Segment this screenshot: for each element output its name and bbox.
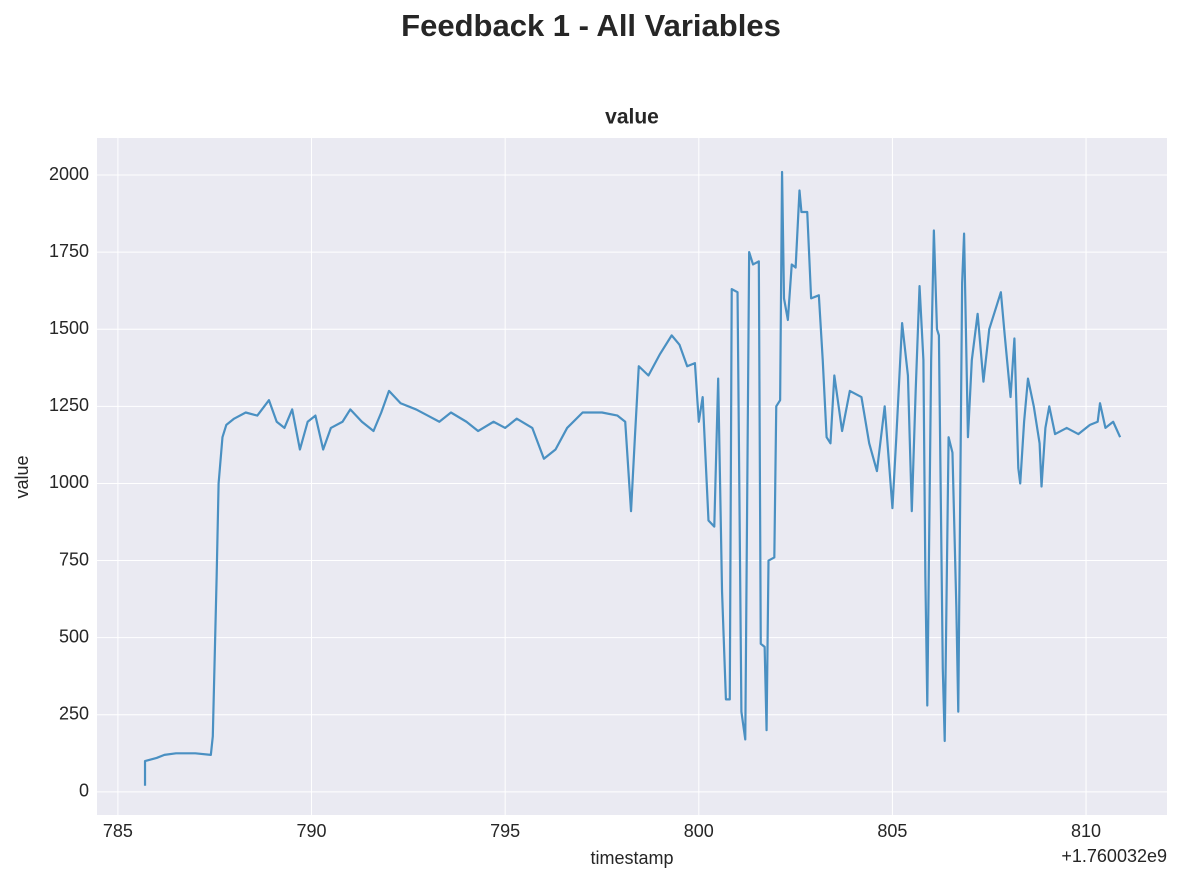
x-tick-label: 810 xyxy=(1071,821,1101,841)
y-tick-label: 2000 xyxy=(49,164,89,184)
subplot-title: value xyxy=(605,106,659,129)
x-axis-label: timestamp xyxy=(590,848,673,868)
x-tick-label: 795 xyxy=(490,821,520,841)
y-tick-label: 0 xyxy=(79,781,89,801)
y-axis-label: value xyxy=(12,455,32,498)
x-offset-label: +1.760032e9 xyxy=(1061,846,1167,866)
x-tick-label: 805 xyxy=(877,821,907,841)
y-tick-label: 1000 xyxy=(49,472,89,492)
data-line xyxy=(143,170,1122,786)
x-tick-label: 790 xyxy=(297,821,327,841)
y-tick-label: 250 xyxy=(59,704,89,724)
chart-title: Feedback 1 - All Variables xyxy=(401,8,781,43)
y-tick-label: 1250 xyxy=(49,395,89,415)
y-tick-label: 1750 xyxy=(49,241,89,261)
x-tick-label: 800 xyxy=(684,821,714,841)
x-tick-label: 785 xyxy=(103,821,133,841)
y-tick-label: 1500 xyxy=(49,318,89,338)
y-tick-label: 750 xyxy=(59,549,89,569)
y-tick-label: 500 xyxy=(59,626,89,646)
